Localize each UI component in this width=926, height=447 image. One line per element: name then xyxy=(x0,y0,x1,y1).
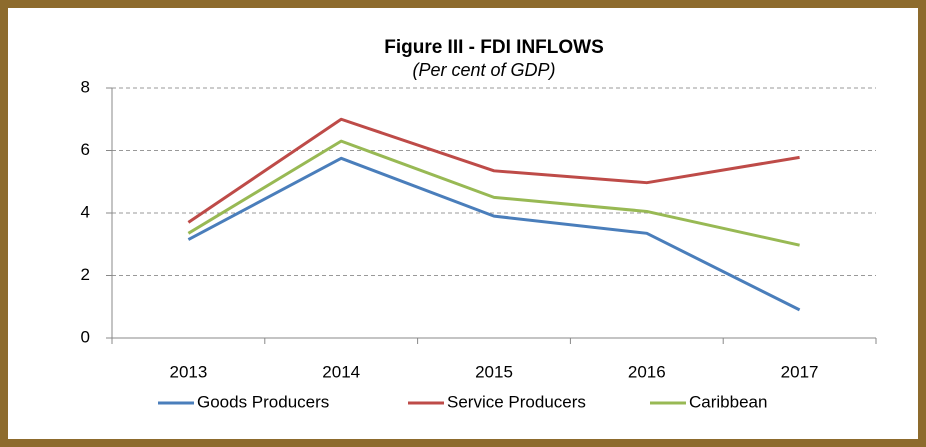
x-tick-label: 2013 xyxy=(169,362,207,381)
legend-label: Service Producers xyxy=(447,392,586,411)
x-tick-label: 2016 xyxy=(628,362,666,381)
x-tick-label: 2014 xyxy=(322,362,360,381)
x-tick-label: 2017 xyxy=(781,362,819,381)
series-line xyxy=(187,139,800,247)
y-tick-label: 6 xyxy=(81,140,90,159)
legend-label: Goods Producers xyxy=(197,392,329,411)
chart-title: Figure III - FDI INFLOWS xyxy=(384,37,604,58)
x-tick-label: 2015 xyxy=(475,362,513,381)
chart-subtitle: (Per cent of GDP) xyxy=(412,60,555,80)
y-tick-label: 2 xyxy=(81,265,90,284)
series-line xyxy=(187,117,800,224)
y-tick-label: 8 xyxy=(81,77,90,96)
legend-label: Caribbean xyxy=(689,392,767,411)
series-line xyxy=(187,156,801,312)
y-tick-label: 0 xyxy=(81,327,90,346)
y-tick-label: 4 xyxy=(81,202,90,221)
